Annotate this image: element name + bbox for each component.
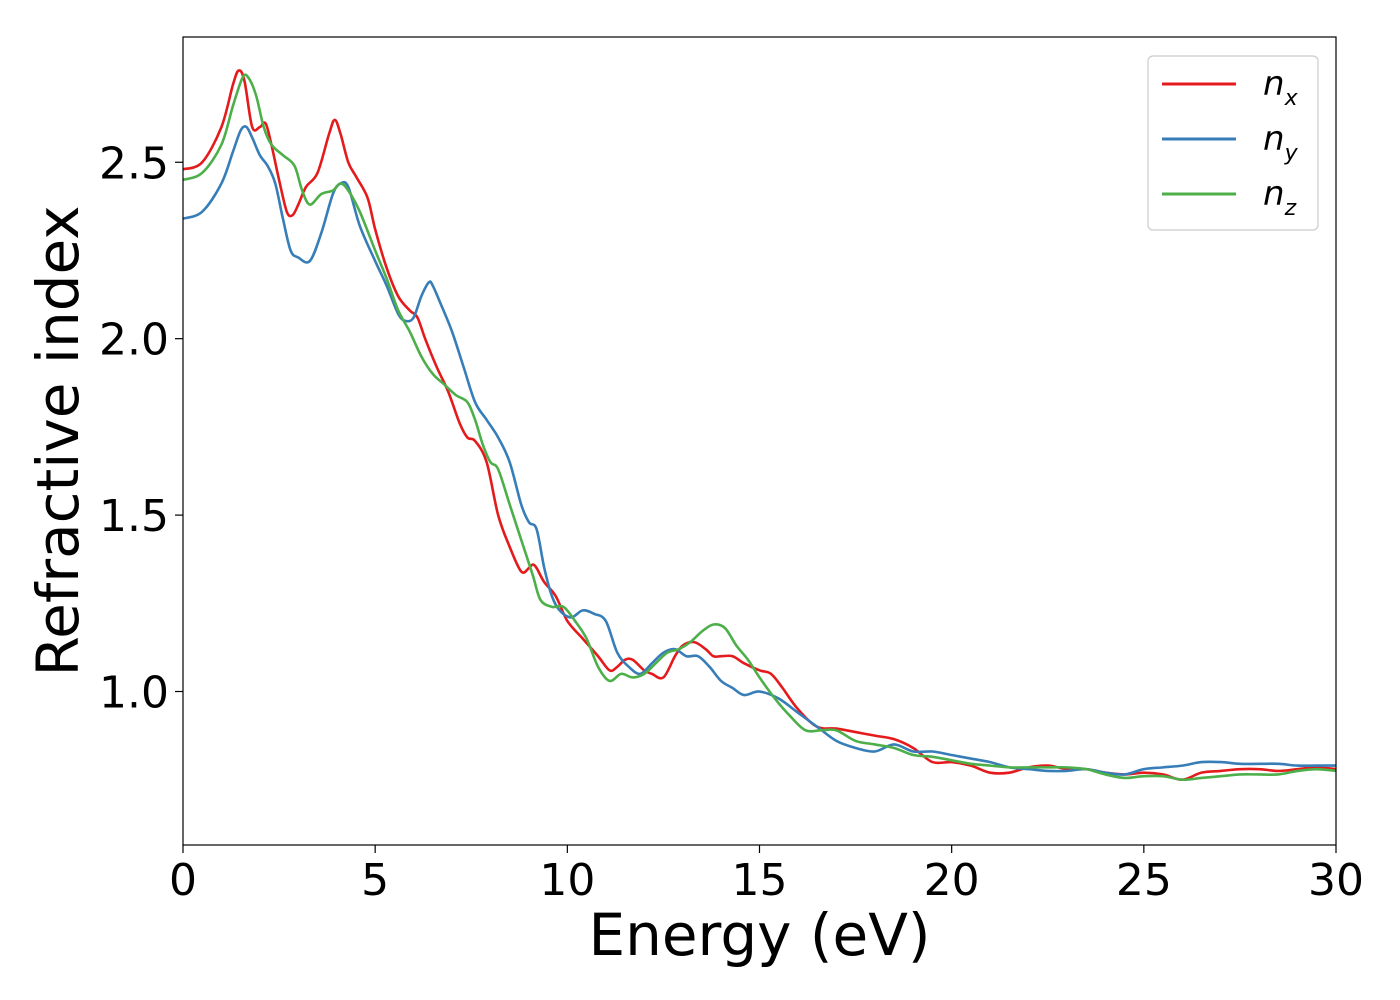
y-tick-label: 2.0 bbox=[99, 315, 169, 366]
x-tick-label: 5 bbox=[361, 855, 389, 906]
legend-box bbox=[1147, 55, 1319, 231]
series-line-n-z bbox=[182, 73, 1337, 782]
legend-label-n-x: nx bbox=[1263, 64, 1299, 111]
series-layer bbox=[182, 69, 1337, 782]
x-tick-label: 10 bbox=[539, 855, 595, 906]
legend-label-n-y: ny bbox=[1263, 119, 1299, 166]
legend: nx ny nz bbox=[1147, 55, 1319, 231]
y-axis-ticks: 1.0 1.5 2.0 2.5 bbox=[99, 138, 183, 719]
x-tick-label: 0 bbox=[169, 855, 197, 906]
x-tick-label: 15 bbox=[732, 855, 788, 906]
y-tick-label: 1.0 bbox=[99, 668, 169, 719]
x-tick-label: 30 bbox=[1308, 855, 1364, 906]
x-axis-ticks: 0 5 10 15 20 25 30 bbox=[169, 845, 1364, 906]
x-axis-title: Energy (eV) bbox=[588, 901, 930, 969]
x-tick-label: 20 bbox=[924, 855, 980, 906]
legend-label-n-z: nz bbox=[1263, 174, 1297, 221]
series-line-n-y bbox=[182, 125, 1336, 776]
y-axis-title: Refractive index bbox=[24, 205, 92, 676]
y-tick-label: 2.5 bbox=[99, 138, 169, 189]
series-line-n-x bbox=[182, 69, 1337, 782]
x-tick-label: 25 bbox=[1116, 855, 1172, 906]
y-tick-label: 1.5 bbox=[99, 491, 169, 542]
